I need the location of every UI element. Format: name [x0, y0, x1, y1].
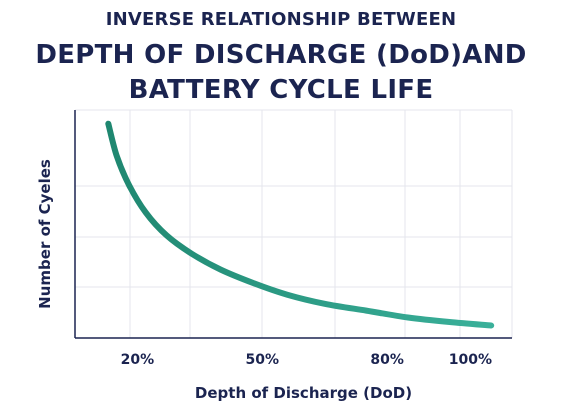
- chart-grid: [75, 109, 513, 338]
- chart-title-line-1: INVERSE RELATIONSHIP BETWEEN: [105, 9, 457, 30]
- x-tick-label: 100%: [449, 352, 492, 368]
- x-tick-label: 80%: [370, 352, 404, 368]
- series-line-cycle-life: [105, 120, 495, 329]
- x-tick-label: 50%: [246, 352, 280, 368]
- x-axis-label: Depth of Discharge (DoD): [195, 384, 412, 402]
- chart-title-line-3: BATTERY CYCLE LIFE: [128, 75, 434, 105]
- x-tick-label: 20%: [121, 352, 155, 368]
- y-axis-label: Number of Cyeles: [36, 159, 54, 309]
- chart-title-line-2: DEPTH OF DISCHARGE (DoD)AND: [35, 40, 527, 70]
- x-tick-labels: 20% 50% 80% 100%: [121, 352, 492, 368]
